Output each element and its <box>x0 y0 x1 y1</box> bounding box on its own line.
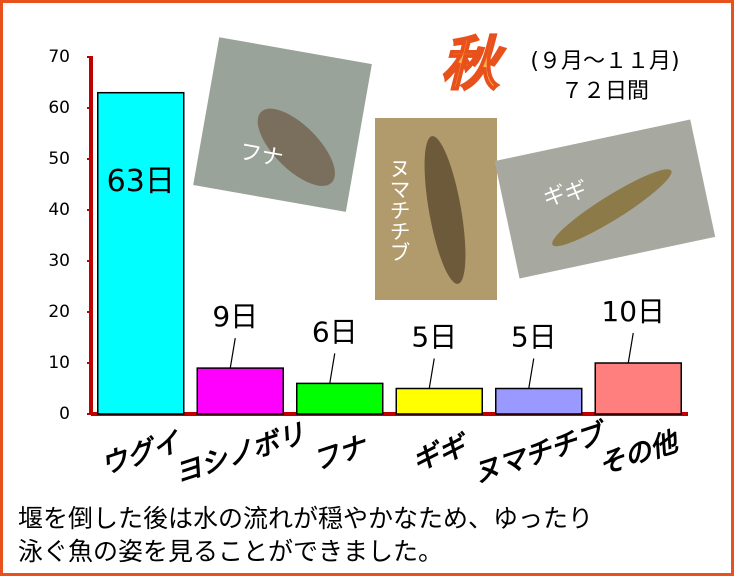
bar <box>594 362 682 415</box>
fish <box>424 136 466 284</box>
y-tick-label: 20 <box>48 302 70 322</box>
caption: 泳ぐ魚の姿を見ることができました。 <box>18 537 443 566</box>
leader-line <box>329 353 336 384</box>
y-tick-label: 60 <box>48 98 70 118</box>
photo-numachichibu: ヌマチチブ <box>375 118 497 300</box>
value-label: 9日 <box>212 300 258 333</box>
period: (９月～１１月) <box>530 49 679 74</box>
photo-label: ヌマチチブ <box>387 158 411 263</box>
caption: 堰を倒した後は水の流れが穏やかなため、ゆったり <box>18 504 593 533</box>
y-tick-label: 10 <box>48 353 70 373</box>
fish <box>257 108 335 186</box>
value-label: 10日 <box>601 295 665 328</box>
leader-line <box>528 358 535 389</box>
season: 秋 <box>441 30 506 98</box>
value-label: 5日 <box>411 321 457 354</box>
leader-line <box>229 338 236 369</box>
value-label: 63日 <box>107 164 175 199</box>
value-label: 6日 <box>312 315 358 348</box>
total: ７２日間 <box>561 79 649 104</box>
y-tick-label: 50 <box>48 149 70 169</box>
leader-line <box>428 358 435 389</box>
bar <box>196 367 284 415</box>
bar <box>296 382 384 415</box>
bar <box>395 387 483 415</box>
y-tick-label: 40 <box>48 200 70 220</box>
photo-gigi: ギギ <box>494 119 716 279</box>
leader-line <box>627 332 634 364</box>
bar <box>97 91 185 415</box>
fish <box>552 169 672 247</box>
bar <box>495 387 583 415</box>
y-tick-label: 30 <box>48 251 70 271</box>
photo-funa: フナ <box>193 37 372 212</box>
y-tick-label: 0 <box>59 404 70 424</box>
value-label: 5日 <box>511 321 557 354</box>
y-tick-label: 70 <box>48 47 70 67</box>
